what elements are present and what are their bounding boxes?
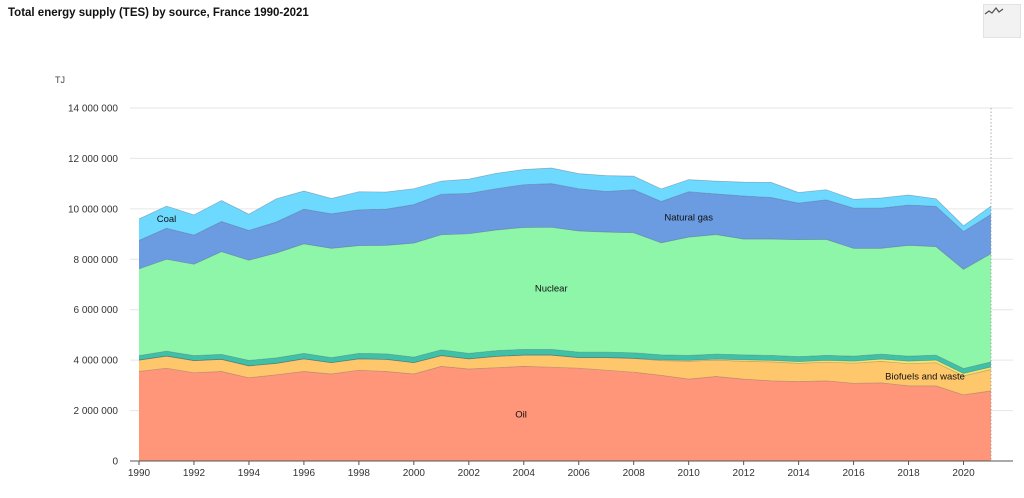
- x-tick-label: 2000: [403, 468, 426, 479]
- y-tick-label: 0: [112, 457, 118, 468]
- y-tick-label: 10 000 000: [68, 204, 118, 215]
- x-tick-label: 2008: [623, 468, 646, 479]
- x-tick-label: 2006: [568, 468, 591, 479]
- area-label-natural-gas: Natural gas: [664, 213, 713, 224]
- area-label-nuclear: Nuclear: [535, 283, 568, 294]
- area-label-coal: Coal: [157, 214, 177, 225]
- area-coal: [139, 168, 991, 241]
- x-tick-label: 1990: [128, 468, 151, 479]
- y-axis: 0 2 000 000 4 000 000 6 000 000 8 000 000 10 …: [68, 104, 119, 468]
- x-tick-label: 1996: [293, 468, 316, 479]
- x-tick-label: 2004: [513, 468, 536, 479]
- series-outlines: [138, 108, 992, 461]
- outline-oil: [138, 366, 992, 396]
- area-label-biofuels-and-waste: Biofuels and waste: [885, 372, 965, 383]
- x-tick-label: 2020: [952, 468, 975, 479]
- x-tick-label: 2016: [842, 468, 865, 479]
- x-tick-label: 2012: [733, 468, 756, 479]
- area-biofuels-and-waste: [139, 355, 991, 395]
- x-tick-label: 1992: [183, 468, 206, 479]
- outline-biofuels-and-waste: [138, 354, 992, 377]
- area-nuclear: [139, 227, 991, 369]
- outline-series-2: [138, 354, 992, 374]
- x-tick-label: 1998: [348, 468, 371, 479]
- x-tick-label: 2018: [897, 468, 920, 479]
- x-tick-label: 2010: [678, 468, 701, 479]
- chart-title: Total energy supply (TES) by source, Fra…: [8, 7, 309, 19]
- y-tick-label: 12 000 000: [68, 154, 118, 165]
- area-label-oil: Oil: [515, 409, 527, 420]
- y-tick-label: 8 000 000: [74, 255, 119, 266]
- area-labels: Oil Biofuels and waste Nuclear Natural gas C…: [157, 213, 965, 421]
- y-tick-label: 6 000 000: [74, 305, 119, 316]
- x-tick-label: 2002: [458, 468, 481, 479]
- area-series-3: [139, 349, 991, 374]
- chart-type-button[interactable]: [983, 4, 1021, 38]
- line-chart-icon: [984, 6, 1004, 15]
- x-axis: 1990 1992 1994 1996 1998 2000 2002 2004 2006 2008…: [128, 460, 1013, 479]
- y-tick-label: 4 000 000: [74, 356, 119, 367]
- area-oil: [139, 366, 991, 461]
- area-natural-gas: [139, 183, 991, 270]
- y-tick-label: 14 000 000: [68, 104, 118, 115]
- x-tick-label: 1994: [238, 468, 261, 479]
- y-tick-label: 2 000 000: [74, 406, 119, 417]
- area-series: [139, 168, 991, 461]
- outline-nuclear: [138, 226, 992, 270]
- outline-series-3: [138, 348, 992, 369]
- outline-natural-gas: [138, 183, 992, 241]
- outline-coal: [138, 167, 992, 227]
- x-tick-label: 2014: [787, 468, 810, 479]
- y-axis-unit-label: TJ: [55, 75, 65, 85]
